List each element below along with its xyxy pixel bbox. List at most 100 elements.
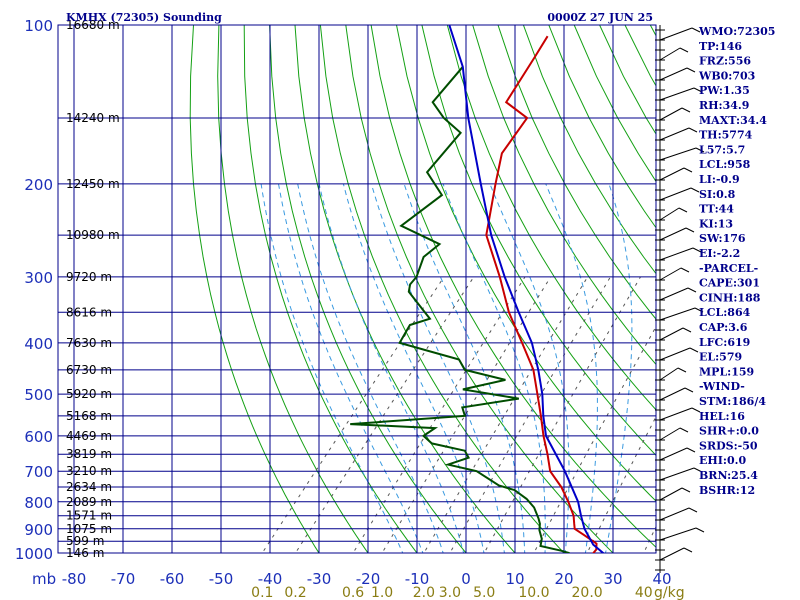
- pressure-tick-label: 900: [24, 521, 53, 539]
- temperature-tick-label: 0: [461, 570, 471, 588]
- moist-adiabat: [442, 183, 546, 553]
- temperature-profile: [485, 35, 598, 553]
- wind-barb-flag: [691, 407, 701, 413]
- wind-barb: [659, 287, 689, 301]
- pressure-unit-label: mb: [32, 570, 56, 588]
- height-labels: 16680 m 14240 m 12450 m 10980 m 9720 m 8616 m…: [66, 18, 120, 560]
- parcel-profile: [448, 25, 606, 553]
- height-label: 1571 m: [66, 509, 112, 523]
- dry-adiabat: [777, 25, 800, 564]
- mixing-ratio-tick-label: 0.2: [284, 585, 306, 600]
- dry-adiabat: [573, 25, 656, 183]
- wind-barb: [659, 447, 688, 461]
- sounding-index: BRN:25.4: [699, 469, 758, 482]
- sounding-index: RH:34.9: [699, 99, 749, 112]
- moist-adiabat: [489, 183, 570, 553]
- wind-barb-flag: [693, 467, 703, 473]
- height-label: 12450 m: [66, 177, 120, 191]
- dry-adiabat: [421, 25, 656, 457]
- wind-barb: [659, 227, 687, 241]
- wind-barb-flag: [692, 247, 702, 253]
- wind-barb-flag: [683, 167, 693, 173]
- dry-adiabat: [243, 25, 418, 553]
- wind-barb: [659, 107, 683, 121]
- height-label: 10980 m: [66, 228, 120, 242]
- wind-barb: [659, 547, 685, 561]
- dry-adiabat: [522, 25, 656, 275]
- dry-adiabats: [189, 25, 800, 564]
- wind-barb-flag: [679, 427, 689, 433]
- sounding-index: SRDS:-50: [699, 439, 758, 452]
- sounding-index: TP:146: [699, 40, 742, 53]
- mixing-ratio-line: [483, 276, 641, 553]
- wind-barb-flag: [677, 367, 687, 373]
- moist-adiabat: [278, 183, 424, 553]
- wind-barb-flag: [678, 207, 688, 213]
- mixing-ratio-unit-label: g/kg: [654, 585, 685, 600]
- temperature-tick-label: -30: [307, 570, 332, 588]
- mixing-ratio-line: [352, 276, 526, 553]
- temperature-tick-label: 30: [603, 570, 622, 588]
- mixing-ratio-tick-label: 40: [635, 585, 653, 600]
- sounding-index: MPL:159: [699, 365, 754, 378]
- wind-barb: [659, 167, 685, 181]
- wind-barb: [659, 487, 683, 501]
- wind-barb-flag: [683, 547, 693, 553]
- wind-barb: [659, 67, 688, 81]
- moist-adiabat: [403, 183, 526, 553]
- wind-barb: [659, 207, 680, 221]
- height-label: 8616 m: [66, 305, 112, 319]
- temperature-tick-label: 20: [554, 570, 573, 588]
- mixing-ratio-tick-label: 10.0: [518, 585, 549, 600]
- plot-frame: [57, 24, 657, 554]
- temperature-tick-label: -20: [356, 570, 381, 588]
- wind-barb-flag: [695, 527, 705, 533]
- sounding-index: EI:-2.2: [699, 247, 740, 260]
- dry-adiabat: [472, 25, 656, 366]
- wind-barb: [659, 347, 691, 361]
- dewpoint-profile: [350, 66, 571, 553]
- height-label: 9720 m: [66, 270, 112, 284]
- pressure-tick-label: 500: [24, 386, 53, 404]
- height-label: 3210 m: [66, 464, 112, 478]
- temperature-tick-label: 40: [652, 570, 671, 588]
- mixing-ratio-tick-label: 3.0: [439, 585, 461, 600]
- height-label: 14240 m: [66, 111, 120, 125]
- wind-barb-flag: [681, 487, 691, 493]
- wind-barb: [659, 247, 694, 261]
- mixing-ratio-line: [381, 276, 552, 553]
- dry-adiabat: [217, 25, 369, 553]
- sounding-index: MAXT:34.4: [699, 114, 767, 127]
- sounding-index: STM:186/4: [699, 395, 766, 408]
- wind-barb-flag: [694, 307, 704, 313]
- sounding-index: -PARCEL-: [699, 262, 758, 275]
- dry-adiabat: [548, 25, 656, 229]
- height-label: 146 m: [66, 546, 104, 560]
- temperature-tick-label: -60: [160, 570, 185, 588]
- pressure-tick-label: 100: [24, 17, 53, 35]
- sounding-index: LFC:619: [699, 336, 750, 349]
- mixing-ratio-line: [643, 525, 656, 553]
- mixing-ratio-tick-label: 5.0: [473, 585, 495, 600]
- mixing-ratio-tick-label: 0.6: [342, 585, 364, 600]
- sounding-index: SHR+:0.0: [699, 425, 759, 438]
- mixing-ratio-tick-label: 1.0: [371, 585, 393, 600]
- wind-barb: [659, 407, 693, 421]
- temperature-tick-label: -50: [209, 570, 234, 588]
- height-label: 7630 m: [66, 336, 112, 350]
- height-label: 16680 m: [66, 18, 120, 32]
- moist-adiabat: [297, 183, 444, 553]
- sounding-index: FRZ:556: [699, 55, 751, 68]
- wind-barb-flag: [693, 87, 703, 93]
- dry-adiabat: [269, 25, 467, 553]
- wind-barb-flag: [681, 107, 691, 113]
- valid-time: 0000Z 27 JUN 25: [547, 11, 653, 24]
- height-label: 5920 m: [66, 387, 112, 401]
- wind-profile: [655, 25, 705, 573]
- wind-barb-flag: [679, 47, 689, 53]
- height-label: 6730 m: [66, 363, 112, 377]
- sounding-index: WB0:703: [698, 69, 755, 82]
- dry-adiabat: [497, 25, 656, 320]
- temperature-tick-label: -40: [258, 570, 283, 588]
